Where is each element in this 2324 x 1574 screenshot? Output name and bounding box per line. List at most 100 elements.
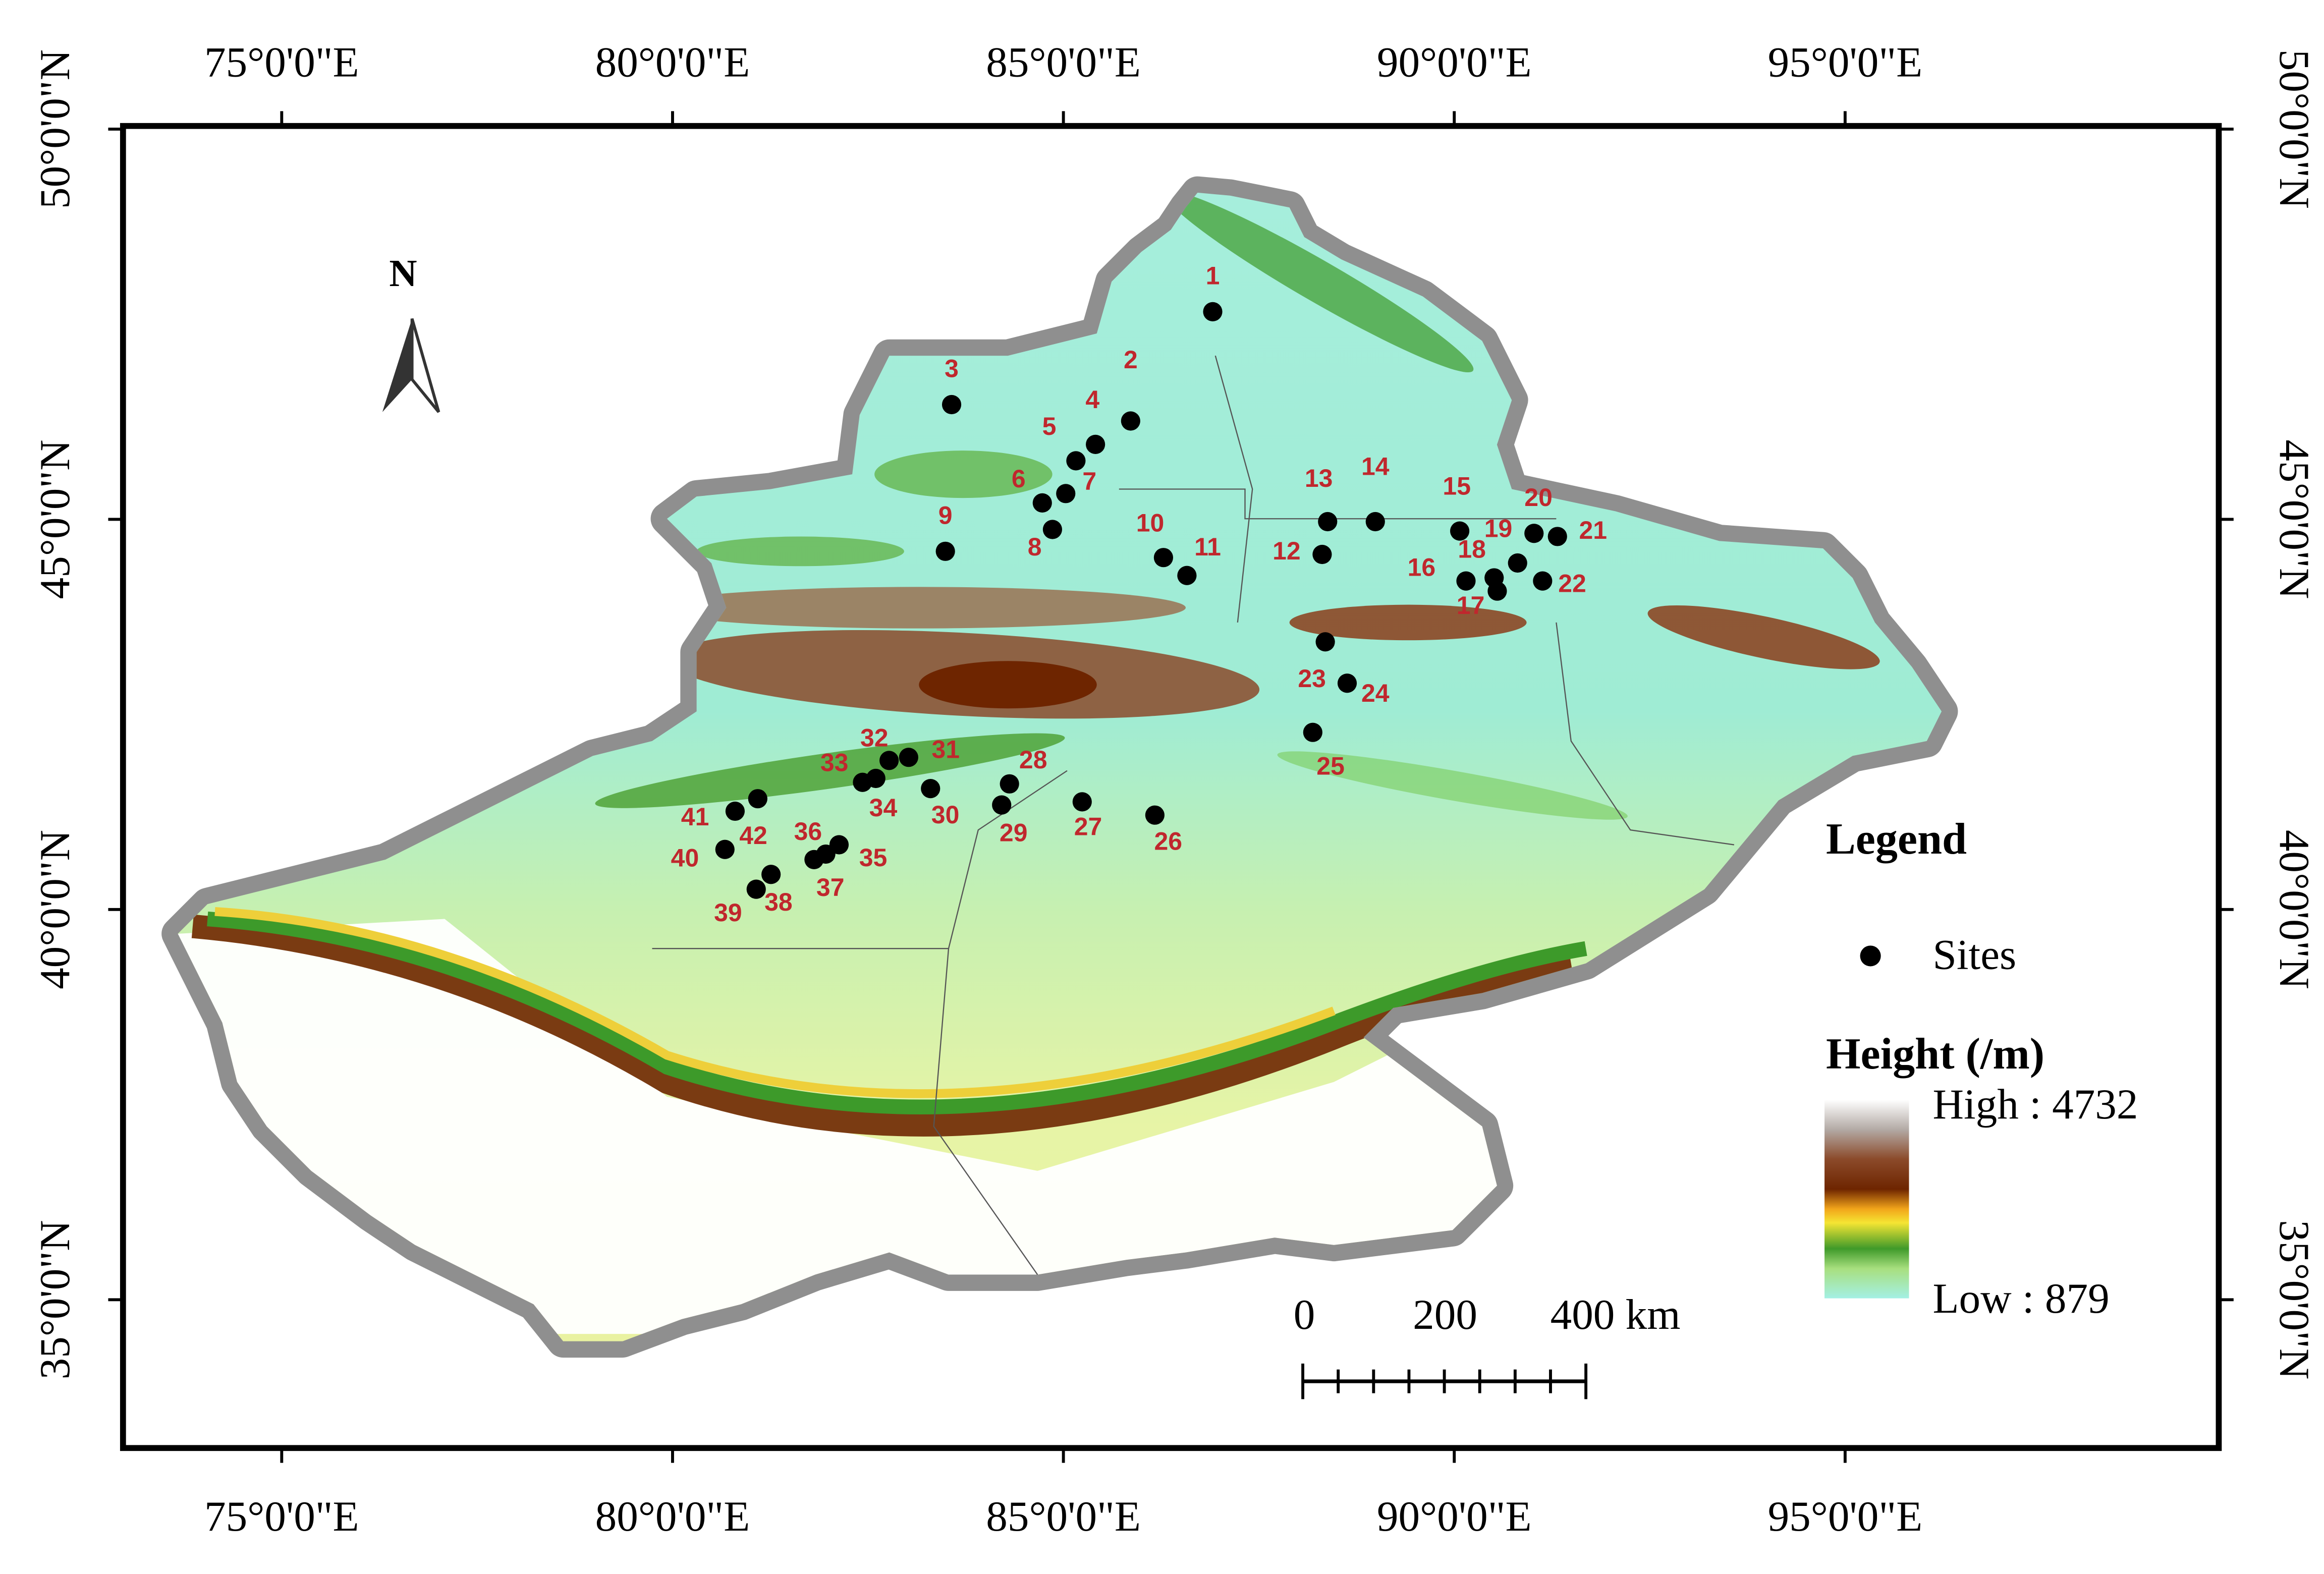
- north-arrow-right: [410, 318, 440, 413]
- site-label: 6: [1012, 465, 1026, 493]
- site-label: 27: [1074, 812, 1102, 840]
- site-marker: [921, 778, 940, 799]
- site-marker: [899, 748, 918, 767]
- site-label: 18: [1458, 535, 1486, 564]
- legend-title: Legend: [1826, 814, 1967, 864]
- altai-range: [1165, 192, 1474, 373]
- site-label: 21: [1579, 516, 1607, 544]
- site-marker: [1303, 722, 1322, 742]
- site-label: 13: [1305, 464, 1333, 492]
- site-marker: [1072, 792, 1092, 812]
- legend: Legend Sites Height (/m) High : 4732 Low…: [1824, 814, 2138, 1322]
- north-arrow-left: [382, 318, 412, 412]
- boundary-line: [652, 948, 1038, 1275]
- site-label: 1: [1206, 262, 1220, 290]
- site-label: 37: [816, 873, 845, 902]
- site-label: 41: [681, 803, 709, 831]
- bogda-range: [1289, 604, 1527, 641]
- site-label: 14: [1361, 452, 1390, 480]
- site-label: 42: [739, 821, 767, 850]
- site-marker: [804, 850, 824, 869]
- site-label: 8: [1028, 533, 1042, 561]
- site-label: 24: [1361, 679, 1390, 707]
- site-label: 5: [1042, 412, 1057, 440]
- scale-bar-label: 400 km: [1551, 1291, 1681, 1338]
- scale-bar-label: 200: [1413, 1291, 1477, 1338]
- site-label: 29: [1000, 819, 1028, 847]
- site-label: 35: [859, 844, 888, 872]
- high-plateau: [178, 919, 1512, 1334]
- site-label: 28: [1019, 746, 1047, 774]
- x-tick-label: 75°0'0"E: [204, 39, 359, 86]
- site-label: 4: [1085, 385, 1099, 414]
- tianshan-south: [595, 733, 1065, 808]
- legend-low-label: Low : 879: [1933, 1275, 2110, 1322]
- site-label: 2: [1124, 346, 1138, 374]
- site-marker: [1318, 512, 1338, 532]
- x-tick-label: 80°0'0"E: [595, 39, 750, 86]
- legend-site-symbol: [1860, 945, 1881, 967]
- site-marker: [1145, 805, 1165, 825]
- site-label: 17: [1457, 591, 1485, 620]
- scale-bar: 0 200 400 km: [1294, 1291, 1681, 1399]
- site-marker: [1066, 451, 1086, 471]
- site-label: 26: [1154, 827, 1183, 856]
- x-tick-label: 75°0'0"E: [204, 1493, 359, 1540]
- legend-high-label: High : 4732: [1933, 1081, 2138, 1128]
- x-tick-label: 95°0'0"E: [1768, 39, 1923, 86]
- site-marker: [1177, 566, 1197, 585]
- x-tick-label: 85°0'0"E: [986, 39, 1141, 86]
- site-marker: [1450, 521, 1470, 541]
- site-label: 7: [1082, 467, 1096, 495]
- admin-boundaries: [652, 355, 1735, 1275]
- site-label: 31: [932, 736, 960, 764]
- site-marker: [1056, 484, 1076, 503]
- site-marker: [1484, 568, 1504, 588]
- site-marker: [1086, 434, 1105, 454]
- site-marker: [715, 839, 735, 859]
- x-tick-label: 95°0'0"E: [1768, 1493, 1923, 1540]
- site-label: 39: [714, 898, 742, 927]
- y-tick-label: 50°0'0"N: [2271, 49, 2318, 209]
- site-marker: [1337, 673, 1357, 693]
- site-marker: [1365, 512, 1385, 532]
- site-marker: [746, 879, 766, 899]
- site-marker: [725, 801, 745, 821]
- borohoro-west: [696, 536, 904, 567]
- x-tick-label: 85°0'0"E: [986, 1493, 1141, 1540]
- site-marker: [1203, 302, 1223, 321]
- site-marker: [1508, 553, 1527, 573]
- site-marker: [1312, 544, 1332, 565]
- site-marker: [1524, 524, 1544, 543]
- map-frame: [120, 123, 2222, 1451]
- site-label: 20: [1524, 483, 1553, 512]
- site-label: 10: [1136, 509, 1165, 537]
- site-label: 34: [869, 794, 898, 822]
- site-label: 11: [1194, 533, 1221, 561]
- site-marker: [1000, 774, 1019, 794]
- site-label: 22: [1558, 570, 1586, 598]
- y-tick-label: 35°0'0"N: [31, 1220, 79, 1379]
- site-marker: [1032, 493, 1052, 513]
- site-marker: [1042, 520, 1063, 539]
- y-tick-label: 35°0'0"N: [2271, 1220, 2318, 1379]
- boundary-line: [1556, 622, 1735, 846]
- north-arrow: N: [382, 252, 440, 413]
- karlik-range: [1647, 605, 1880, 669]
- y-tick-label: 45°0'0"N: [2271, 439, 2318, 599]
- site-label: 32: [860, 723, 889, 752]
- site-label: 9: [938, 501, 953, 529]
- y-tick-label: 40°0'0"N: [2271, 830, 2318, 989]
- tianshan-peak: [919, 661, 1097, 709]
- site-label: 30: [931, 801, 960, 829]
- site-marker: [1153, 548, 1174, 568]
- height-ramp: [1824, 1099, 1909, 1299]
- kunlun-apron: [214, 907, 1336, 1098]
- tianshan-north: [652, 587, 1186, 629]
- site-label: 19: [1484, 515, 1513, 543]
- site-label: 36: [794, 817, 822, 846]
- site-label: 33: [820, 749, 849, 777]
